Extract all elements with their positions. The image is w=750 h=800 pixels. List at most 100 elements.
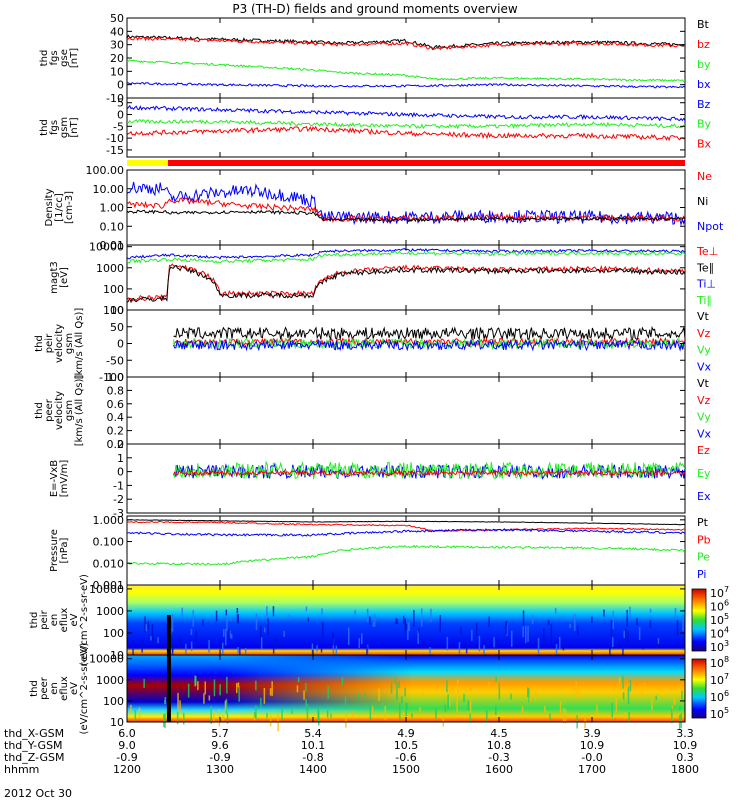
spectrogram-streak <box>525 625 527 643</box>
spectrogram-streak <box>236 608 239 614</box>
spectrogram-streak <box>493 637 495 648</box>
y-axis-label: velocity <box>54 391 65 430</box>
y-tick-label: 10 <box>110 716 124 729</box>
orbit-cell: 1300 <box>206 763 234 776</box>
spectrogram-streak <box>269 715 272 727</box>
spectrogram-streak <box>344 696 347 707</box>
spectrogram-streak <box>332 631 334 646</box>
spectrogram-streak <box>255 705 257 719</box>
spectrogram-streak <box>320 647 323 653</box>
spectrogram-streak <box>529 688 531 703</box>
y-axis-label: [nT] <box>69 117 80 137</box>
panel-7: 0.001 0.010 0.100 1.000 Pressure [nPa] Pt Pb Pe P… <box>49 514 711 592</box>
series-Ex <box>173 462 685 480</box>
orbit-cell: 9.6 <box>211 739 229 752</box>
spectrogram-streak <box>237 682 240 688</box>
orbit-cell: 10.8 <box>487 739 512 752</box>
spectrogram-streak <box>190 628 193 635</box>
spectrogram-streak <box>277 713 279 732</box>
y-axis-label: Pressure <box>49 529 60 572</box>
spectrogram-streak <box>469 698 472 713</box>
spectrogram-streak <box>673 697 675 705</box>
spectrogram-streak <box>467 700 470 711</box>
spectrogram-streak <box>237 614 239 623</box>
spectrogram-streak <box>208 640 210 653</box>
y-tick-label: 0.4 <box>107 411 125 424</box>
legend-bz: bz <box>697 38 710 51</box>
spectrogram-streak <box>345 711 347 728</box>
spectrogram-streak <box>210 706 212 724</box>
panel-9: 105 106 107 108 10 100 1000 10000 thd peer en eflux… <box>29 642 729 734</box>
y-tick-label: 0.100 <box>93 536 125 549</box>
spectrogram-streak <box>430 608 432 623</box>
series-Ez <box>173 469 685 477</box>
chart-title: P3 (TH-D) fields and ground moments over… <box>232 2 517 16</box>
spectrogram-streak <box>413 610 415 628</box>
spectrogram-streak <box>405 623 408 631</box>
y-tick-label: -3 <box>113 507 124 520</box>
spectrogram-streak <box>192 610 194 627</box>
series-Ti⊥ <box>127 248 685 260</box>
spectrogram-streak <box>296 685 299 693</box>
spectrogram-streak <box>404 687 406 697</box>
spectrogram-streak <box>369 616 371 625</box>
legend-Pi: Pi <box>697 568 706 581</box>
colorbar <box>691 588 707 652</box>
orbit-cell: 9.0 <box>118 739 136 752</box>
spectrogram-streak <box>271 681 273 696</box>
spectrogram-streak <box>618 677 621 690</box>
spectrogram-streak <box>628 711 630 723</box>
spectrogram-streak <box>219 639 222 650</box>
date-label: 2012 Oct 30 <box>4 787 72 800</box>
spectrogram-streak <box>130 704 132 713</box>
spectrogram-streak <box>401 696 403 704</box>
colorbar-label: 105 <box>710 706 729 721</box>
y-tick-label: 0.010 <box>93 557 125 570</box>
status-bar <box>127 160 686 166</box>
orbit-cell: 10.5 <box>394 739 419 752</box>
data-gap <box>166 615 171 655</box>
orbit-cell: 1700 <box>578 763 606 776</box>
y-tick-label: 100 <box>103 304 124 317</box>
spectrogram-streak <box>657 638 660 644</box>
legend-Te⊥: Te⊥ <box>696 245 718 258</box>
spectrogram-streak <box>411 713 413 718</box>
spectrogram-streak <box>458 642 461 658</box>
spectrogram-streak <box>446 680 448 693</box>
y-axis-label: thd <box>39 119 50 136</box>
spectrogram-streak <box>578 691 580 700</box>
spectrogram-streak <box>255 613 258 630</box>
spectrogram-streak <box>134 709 137 722</box>
spectrogram-streak <box>460 626 462 635</box>
y-tick-label: 1.000 <box>93 514 125 527</box>
y-axis-label: thd <box>34 335 45 352</box>
series-by <box>127 59 685 83</box>
spectrogram-streak <box>465 687 467 692</box>
series-Ni <box>127 209 685 223</box>
spectrogram-streak <box>465 641 468 654</box>
orbit-cell: 6.0 <box>118 727 136 740</box>
spectrogram-streak <box>255 680 257 691</box>
spectrogram-streak <box>348 627 350 645</box>
spectrogram-streak <box>643 683 646 689</box>
spectrogram-streak <box>163 714 165 728</box>
orbit-row-label: thd_Z-GSM <box>4 751 64 764</box>
spectrogram-streak <box>151 624 154 642</box>
orbit-cell: 1600 <box>485 763 513 776</box>
colorbar-label: 106 <box>710 689 729 704</box>
spectrogram-streak <box>627 686 630 704</box>
legend-Bx: Bx <box>697 137 712 150</box>
series-Pb <box>127 520 685 532</box>
spectrogram-streak <box>559 701 562 719</box>
legend-Vy: Vy <box>697 344 711 357</box>
orbit-cell: 3.9 <box>583 727 601 740</box>
orbit-cell: -0.3 <box>488 751 509 764</box>
legend-Vt: Vt <box>697 310 710 323</box>
legend-Ti⊥: Ti⊥ <box>696 278 716 291</box>
y-axis-label: en <box>49 614 60 627</box>
spectrogram-streak <box>306 703 309 721</box>
spectrogram-streak <box>283 630 285 637</box>
spectrogram-streak <box>326 710 329 718</box>
